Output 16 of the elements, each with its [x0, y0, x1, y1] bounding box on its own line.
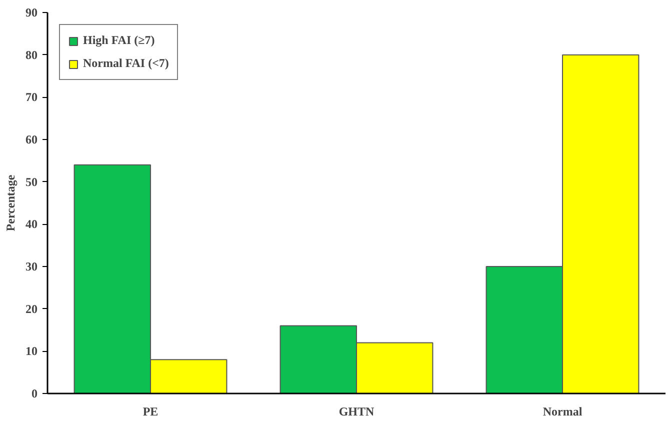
- y-axis-title: Percentage: [4, 174, 18, 232]
- y-tick-label: 10: [26, 344, 38, 358]
- legend-label: High FAI (≥7): [83, 33, 155, 48]
- y-tick-label: 20: [26, 302, 38, 316]
- legend-label: Normal FAI (<7): [83, 56, 169, 71]
- y-tick-label: 90: [26, 6, 38, 20]
- x-tick-label: Normal: [542, 404, 583, 418]
- x-tick-label: PE: [142, 404, 158, 418]
- y-tick-label: 40: [26, 217, 38, 232]
- y-tick-label: 50: [26, 174, 38, 189]
- y-tick-label: 0: [32, 386, 38, 400]
- y-tick-label: 80: [26, 48, 38, 62]
- y-tick-label: 60: [26, 132, 38, 146]
- y-tick-label: 70: [26, 90, 38, 104]
- y-tick-label: 30: [26, 260, 38, 274]
- x-tick-label: GHTN: [338, 404, 375, 418]
